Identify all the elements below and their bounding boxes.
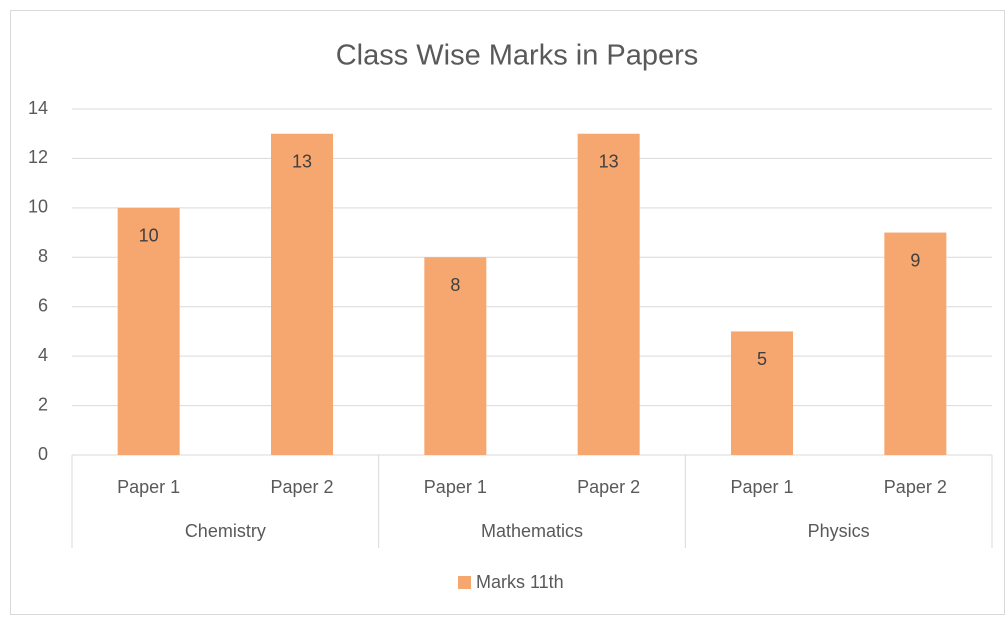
data-label: 8 (450, 275, 460, 295)
data-label: 10 (139, 226, 159, 246)
bar (577, 133, 640, 455)
data-label: 13 (292, 151, 312, 171)
bar (117, 207, 180, 455)
x-tick-label: Paper 1 (730, 477, 793, 497)
y-tick-label: 0 (38, 444, 48, 464)
y-tick-label: 10 (28, 197, 48, 217)
group-label: Mathematics (481, 521, 583, 541)
x-tick-label: Paper 2 (270, 477, 333, 497)
legend-swatch (458, 576, 471, 589)
y-tick-label: 4 (38, 345, 48, 365)
legend-label: Marks 11th (476, 572, 564, 592)
group-label: Chemistry (185, 521, 266, 541)
x-tick-label: Paper 2 (577, 477, 640, 497)
group-label: Physics (808, 521, 870, 541)
data-label: 5 (757, 349, 767, 369)
data-label: 9 (910, 250, 920, 270)
bar (731, 331, 793, 455)
bar (271, 133, 333, 455)
y-tick-label: 14 (28, 98, 48, 118)
bar (424, 257, 487, 455)
chart-title: Class Wise Marks in Papers (336, 40, 699, 72)
y-tick-label: 12 (28, 147, 48, 167)
x-tick-label: Paper 2 (884, 477, 947, 497)
data-label: 13 (599, 151, 619, 171)
y-tick-label: 8 (38, 246, 48, 266)
y-tick-label: 6 (38, 295, 48, 315)
bar (884, 232, 947, 455)
y-tick-label: 2 (38, 394, 48, 414)
x-tick-label: Paper 1 (117, 477, 180, 497)
x-tick-label: Paper 1 (424, 477, 487, 497)
